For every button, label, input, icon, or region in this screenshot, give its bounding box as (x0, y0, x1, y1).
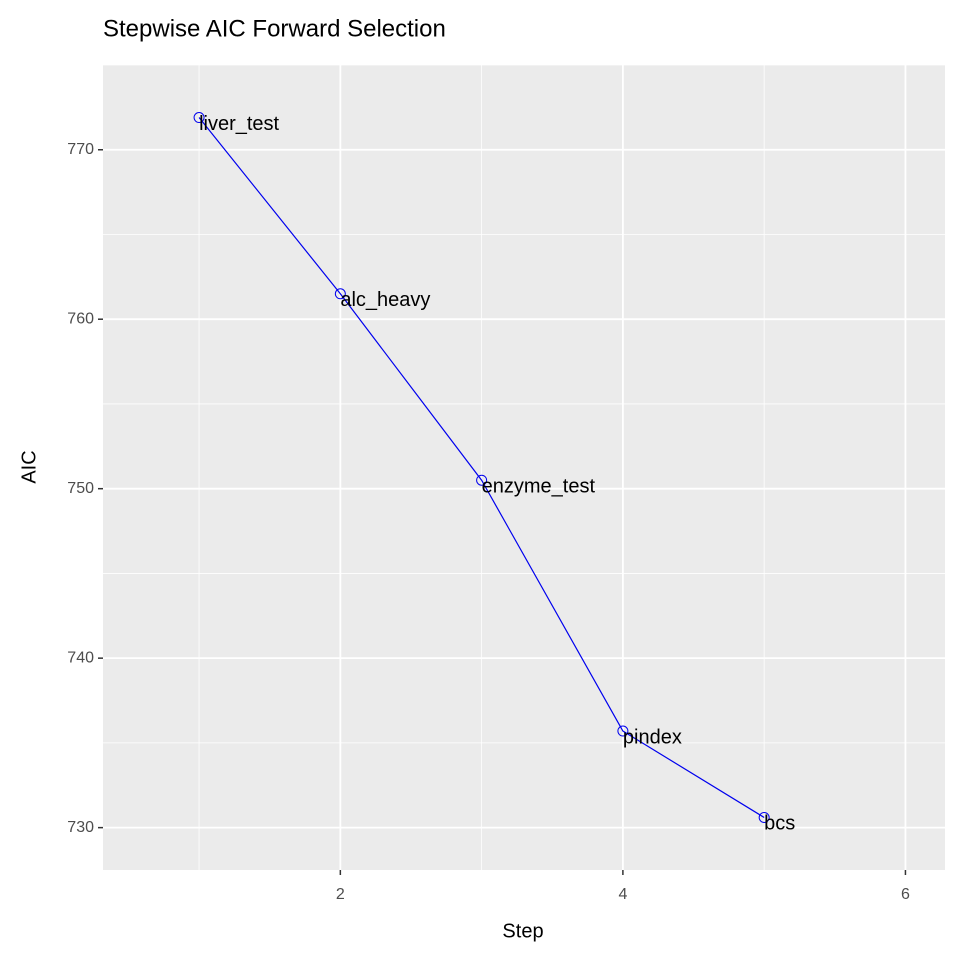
point-label: enzyme_test (482, 475, 596, 497)
x-tick-label: 6 (901, 886, 910, 903)
point-label: pindex (623, 726, 682, 748)
point (334, 288, 346, 300)
x-axis-label: Step (502, 920, 543, 942)
x-tick-label: 4 (618, 886, 627, 903)
point-label: liver_test (199, 113, 279, 135)
y-tick-label: 730 (67, 819, 94, 836)
series-line (198, 117, 765, 818)
y-axis-label: AIC (18, 450, 40, 483)
y-tick-label: 750 (67, 480, 94, 497)
point (476, 474, 488, 486)
x-tick-label: 2 (336, 886, 345, 903)
point (193, 112, 205, 124)
y-tick-label: 770 (67, 141, 94, 158)
chart-title: Stepwise AIC Forward Selection (103, 15, 446, 42)
point (758, 811, 770, 823)
y-tick-label: 760 (67, 310, 94, 327)
y-tick-label: 740 (67, 649, 94, 666)
point-label: alc_heavy (340, 289, 430, 311)
point-label: bcs (764, 813, 795, 835)
point (617, 725, 629, 737)
panel (103, 65, 945, 870)
